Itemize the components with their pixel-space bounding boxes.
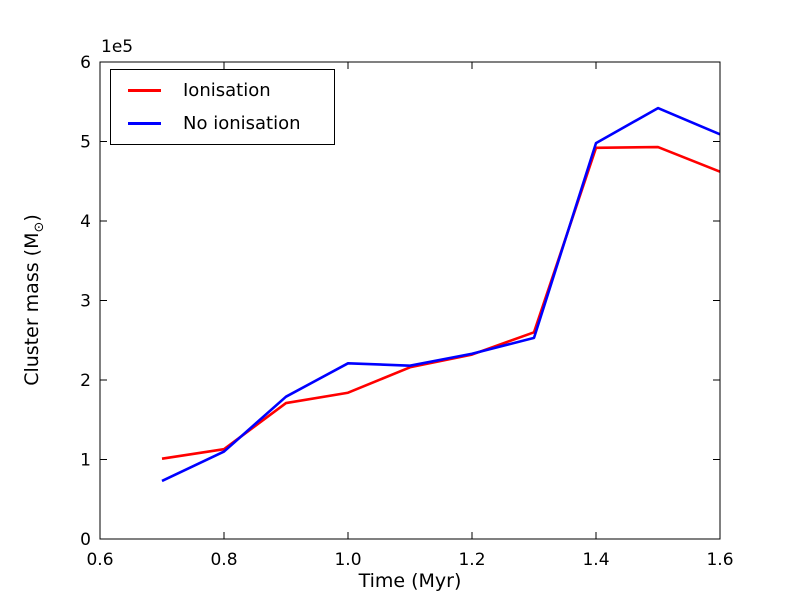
series-line-ionisation bbox=[161, 145, 721, 460]
legend: Ionisation No ionisation bbox=[110, 69, 335, 145]
legend-item-ionisation: Ionisation bbox=[111, 74, 334, 107]
y-tick-label: 3 bbox=[80, 292, 91, 312]
x-tick-label: 1.6 bbox=[706, 550, 733, 570]
y-axis-label-close: ) bbox=[21, 214, 44, 222]
y-axis-label-text: Cluster mass (M bbox=[21, 232, 44, 386]
x-tick-label: 0.6 bbox=[86, 550, 113, 570]
y-tick-label: 2 bbox=[80, 371, 91, 391]
y-tick-label: 1 bbox=[80, 451, 91, 471]
x-tick-label: 1.0 bbox=[334, 550, 361, 570]
y-tick-label: 4 bbox=[80, 212, 91, 232]
series-line-no-ionisation bbox=[161, 106, 721, 483]
x-tick-label: 1.4 bbox=[582, 550, 609, 570]
legend-item-no-ionisation: No ionisation bbox=[111, 107, 334, 140]
x-tick-label: 1.2 bbox=[458, 550, 485, 570]
axes-frame bbox=[99, 61, 721, 540]
y-axis-label: Cluster mass (M⊙) bbox=[21, 214, 47, 386]
legend-label-ionisation: Ionisation bbox=[183, 80, 271, 101]
y-tick-label: 0 bbox=[80, 530, 91, 550]
x-axis-label: Time (Myr) bbox=[358, 570, 462, 592]
legend-line-swatch-blue bbox=[128, 122, 161, 125]
legend-line-swatch-red bbox=[128, 89, 161, 92]
x-tick-label: 0.8 bbox=[210, 550, 237, 570]
y-axis-offset-text: 1e5 bbox=[101, 37, 134, 57]
y-tick-label: 6 bbox=[80, 53, 91, 73]
y-tick-label: 5 bbox=[80, 133, 91, 153]
legend-label-no-ionisation: No ionisation bbox=[183, 113, 301, 134]
solar-mass-symbol: ⊙ bbox=[31, 221, 47, 233]
